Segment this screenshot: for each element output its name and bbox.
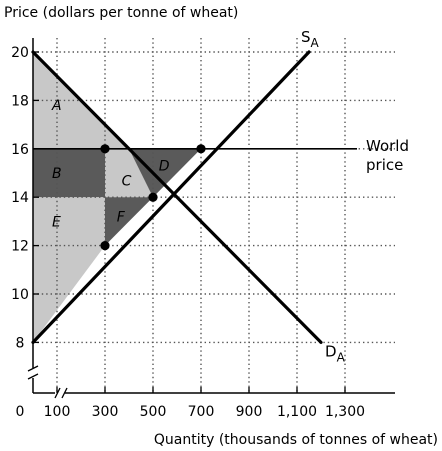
- y-tick-label-14: 14: [11, 190, 29, 206]
- region-label-f: F: [117, 210, 126, 226]
- point-300-12: [100, 241, 110, 251]
- y-tick-label-16: 16: [11, 142, 29, 158]
- curve-label-s: SA: [301, 28, 320, 50]
- region-label-e: E: [52, 214, 61, 230]
- region-label-c: C: [122, 173, 132, 189]
- region-label-a: A: [51, 98, 62, 114]
- curve-label-d: DA: [325, 342, 346, 364]
- point-700-16: [196, 144, 206, 154]
- y-tick-label-8: 8: [16, 335, 25, 351]
- region-e: [33, 197, 105, 343]
- axes: [27, 38, 395, 399]
- y-axis-title: Price (dollars per tonne of wheat): [4, 5, 238, 21]
- point-500-14: [148, 192, 158, 202]
- points: [100, 144, 206, 251]
- x-tick-label-700: 700: [188, 404, 215, 420]
- x-tick-label-1100: 1,100: [277, 404, 317, 420]
- tick-labels: 8 10 12 14 16 18 20 100 300 500 700 900 1,100 1,300: [11, 45, 365, 420]
- x-tick-label-1300: 1,300: [325, 404, 365, 420]
- world-price-label-line2: price: [366, 156, 403, 174]
- region-label-b: B: [52, 166, 62, 182]
- curve-label-sub-d: A: [337, 350, 346, 364]
- region-f: [105, 197, 153, 246]
- curve-d: [31, 50, 323, 344]
- y-tick-label-10: 10: [11, 287, 29, 303]
- curve-s: [31, 50, 311, 344]
- x-tick-label-100: 100: [44, 404, 71, 420]
- point-300-16: [100, 144, 110, 154]
- origin-label: 0: [16, 404, 25, 420]
- y-axis-break-icon: [27, 365, 39, 380]
- x-tick-label-500: 500: [140, 404, 167, 420]
- region-c: [105, 148, 153, 198]
- region-d: [129, 148, 201, 198]
- y-tick-label-12: 12: [11, 239, 29, 255]
- curve-label-main-d: D: [325, 342, 337, 360]
- curve-label-sub-s: A: [311, 36, 320, 50]
- y-tick-label-18: 18: [11, 93, 29, 109]
- region-label-d: D: [159, 159, 170, 175]
- region-b: [33, 148, 105, 198]
- x-tick-label-900: 900: [236, 404, 263, 420]
- world-price-label-line1: World: [366, 137, 409, 155]
- curve-label-main-s: S: [301, 28, 311, 46]
- labels: Price (dollars per tonne of wheat) Quant…: [4, 5, 438, 448]
- x-tick-label-300: 300: [92, 404, 119, 420]
- x-axis-title: Quantity (thousands of tonnes of wheat): [154, 432, 438, 448]
- y-tick-label-20: 20: [11, 45, 29, 61]
